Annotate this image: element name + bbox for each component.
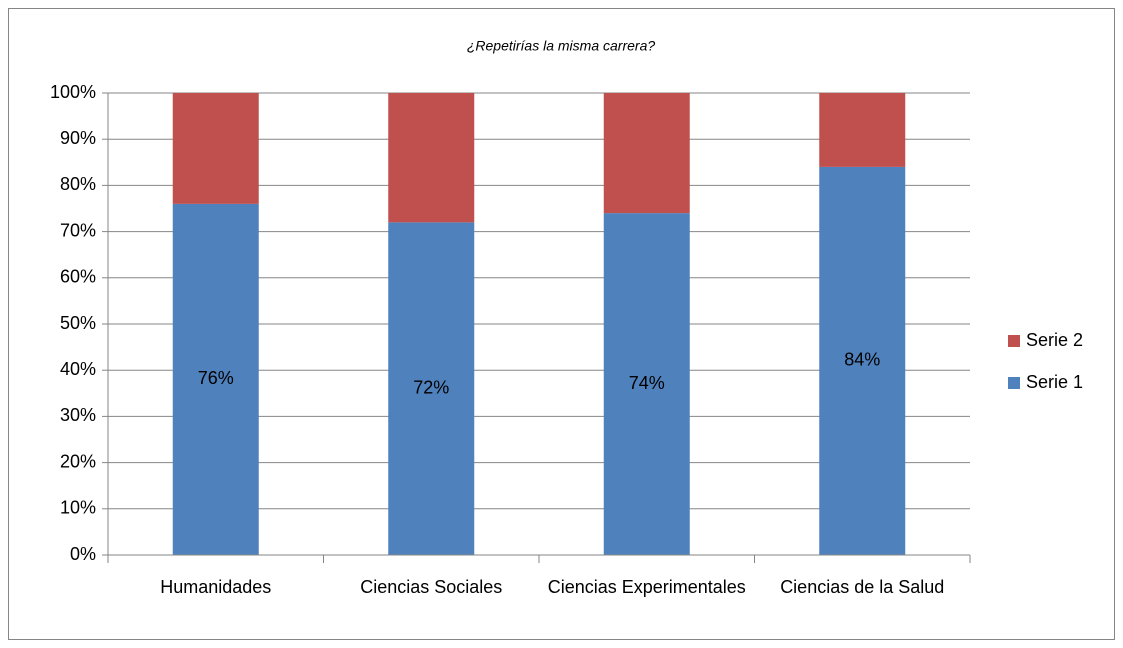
bar-segment xyxy=(172,203,259,555)
y-tick-label: 100% xyxy=(50,82,96,102)
y-tick-label: 70% xyxy=(60,220,96,240)
legend-label: Serie 2 xyxy=(1026,330,1083,350)
y-tick-label: 90% xyxy=(60,128,96,148)
bar-segment xyxy=(388,222,475,556)
bar-segment xyxy=(388,93,475,223)
bar-segment xyxy=(819,166,906,556)
y-tick-label: 80% xyxy=(60,174,96,194)
data-label: 72% xyxy=(413,377,449,397)
x-tick-label: Ciencias de la Salud xyxy=(780,577,945,597)
data-label: 76% xyxy=(198,368,234,388)
y-tick-label: 60% xyxy=(60,267,96,287)
data-label: 84% xyxy=(844,350,880,370)
x-tick-label: Humanidades xyxy=(160,577,272,597)
bar-segment xyxy=(819,93,906,167)
bar-segment xyxy=(603,93,690,214)
y-tick-label: 40% xyxy=(60,359,96,379)
legend-label: Serie 1 xyxy=(1026,372,1083,392)
bar-segment xyxy=(603,213,690,555)
y-tick-label: 50% xyxy=(60,313,96,333)
chart-title: ¿Repetirías la misma carrera? xyxy=(467,38,655,54)
legend-swatch xyxy=(1008,377,1020,389)
legend-swatch xyxy=(1008,335,1020,347)
x-tick-label: Ciencias Experimentales xyxy=(547,577,746,597)
y-tick-label: 30% xyxy=(60,405,96,425)
bar-segment xyxy=(172,93,259,204)
y-tick-label: 0% xyxy=(70,544,96,564)
y-tick-label: 10% xyxy=(60,498,96,518)
data-label: 74% xyxy=(629,373,665,393)
x-tick-label: Ciencias Sociales xyxy=(360,577,503,597)
y-tick-label: 20% xyxy=(60,451,96,471)
